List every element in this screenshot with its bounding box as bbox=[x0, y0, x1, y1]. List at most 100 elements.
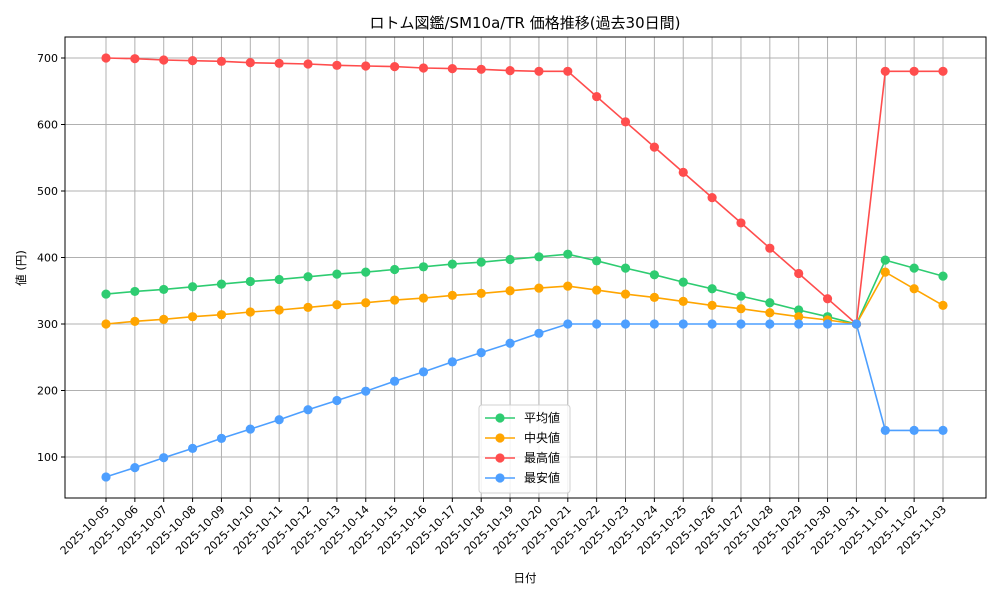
data-point bbox=[765, 298, 775, 308]
data-point bbox=[245, 307, 255, 317]
legend-marker bbox=[495, 413, 505, 423]
data-point bbox=[245, 276, 255, 287]
data-point bbox=[447, 357, 457, 367]
data-point bbox=[332, 60, 342, 70]
y-tick-label: 400 bbox=[37, 252, 58, 265]
chart-title: ロトム図鑑/SM10a/TR 価格推移(過去30日間) bbox=[370, 14, 681, 32]
data-point bbox=[592, 285, 602, 295]
data-point bbox=[534, 66, 544, 76]
data-point bbox=[332, 395, 342, 406]
y-tick-label: 600 bbox=[37, 119, 58, 132]
data-point bbox=[938, 425, 948, 435]
data-point bbox=[101, 472, 111, 482]
data-point bbox=[418, 262, 429, 272]
data-point bbox=[649, 319, 659, 329]
data-point bbox=[909, 66, 919, 76]
data-point bbox=[620, 289, 631, 299]
data-point bbox=[880, 255, 890, 265]
series-line bbox=[105, 270, 944, 325]
data-point bbox=[159, 453, 169, 463]
data-point bbox=[159, 314, 169, 324]
data-point bbox=[794, 312, 804, 322]
data-point bbox=[563, 66, 573, 76]
data-point bbox=[390, 62, 400, 72]
data-point bbox=[505, 338, 515, 348]
data-point bbox=[649, 270, 659, 280]
data-point bbox=[765, 308, 775, 318]
data-point bbox=[361, 267, 371, 277]
data-point bbox=[476, 257, 486, 267]
y-tick-label: 700 bbox=[37, 52, 58, 65]
data-point bbox=[130, 316, 140, 326]
data-point bbox=[447, 290, 457, 301]
data-point bbox=[678, 277, 688, 287]
data-point bbox=[159, 284, 169, 295]
data-point bbox=[707, 284, 717, 294]
series-0 bbox=[101, 249, 948, 329]
data-point bbox=[534, 328, 544, 338]
x-axis: 2025-10-052025-10-062025-10-072025-10-08… bbox=[58, 498, 949, 557]
y-axis-label: 値 (円) bbox=[14, 250, 28, 286]
data-point bbox=[592, 91, 602, 102]
data-point bbox=[620, 319, 631, 329]
data-point bbox=[822, 319, 833, 329]
data-point bbox=[592, 256, 602, 266]
series-2 bbox=[101, 53, 948, 329]
data-point bbox=[476, 64, 486, 74]
data-point bbox=[245, 424, 255, 434]
y-tick-label: 200 bbox=[37, 385, 58, 398]
data-point bbox=[938, 300, 948, 310]
data-point bbox=[678, 319, 688, 329]
data-point bbox=[505, 286, 515, 296]
data-point bbox=[765, 319, 775, 329]
data-point bbox=[390, 295, 400, 305]
data-point bbox=[880, 66, 890, 76]
data-point bbox=[390, 264, 400, 275]
data-point bbox=[476, 288, 486, 299]
data-point bbox=[880, 267, 890, 277]
data-point bbox=[534, 252, 544, 262]
data-point bbox=[938, 66, 948, 76]
legend-marker bbox=[495, 473, 505, 483]
data-point bbox=[620, 263, 631, 273]
data-point bbox=[130, 463, 140, 473]
data-point bbox=[909, 284, 919, 294]
data-point bbox=[649, 142, 659, 152]
data-point bbox=[909, 263, 919, 273]
y-axis: 100 200 300 400 500 600 700 bbox=[37, 52, 65, 464]
data-point bbox=[274, 58, 284, 68]
y-tick-label: 500 bbox=[37, 185, 58, 198]
data-point bbox=[534, 283, 544, 293]
data-point bbox=[274, 274, 284, 285]
data-point bbox=[187, 56, 198, 66]
data-point bbox=[361, 298, 371, 308]
data-point bbox=[880, 425, 890, 435]
data-point bbox=[130, 286, 140, 297]
data-point bbox=[505, 254, 515, 265]
data-point bbox=[678, 296, 688, 306]
data-point bbox=[245, 58, 255, 68]
plot-frame bbox=[64, 36, 987, 499]
data-point bbox=[187, 443, 198, 453]
series-line bbox=[105, 253, 944, 325]
data-point bbox=[216, 433, 227, 443]
data-point bbox=[765, 243, 775, 253]
y-tick-label: 300 bbox=[37, 318, 58, 331]
legend-label: 最安値 bbox=[524, 470, 560, 485]
data-point bbox=[909, 425, 919, 435]
data-point bbox=[418, 293, 429, 303]
data-point bbox=[707, 193, 717, 203]
data-point bbox=[505, 66, 515, 76]
data-point bbox=[303, 272, 313, 282]
data-point bbox=[794, 319, 804, 329]
data-point bbox=[101, 53, 111, 63]
data-point bbox=[361, 61, 371, 71]
series-3 bbox=[101, 319, 948, 482]
data-point bbox=[736, 319, 746, 329]
series-line bbox=[105, 323, 943, 478]
data-point bbox=[476, 347, 486, 358]
legend-marker bbox=[495, 433, 505, 443]
